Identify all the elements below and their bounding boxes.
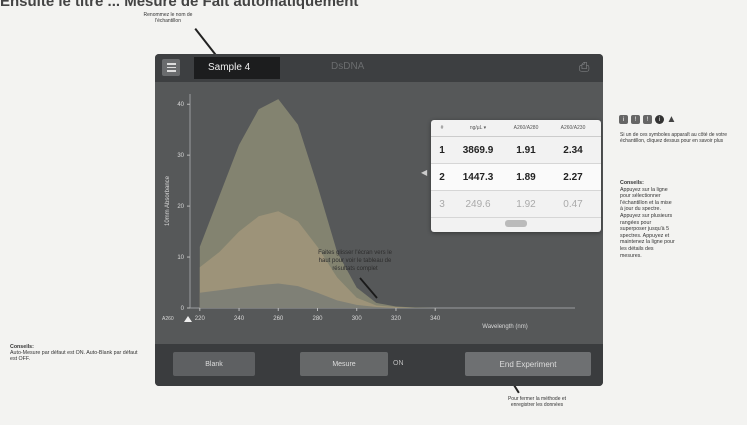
bottom-bar: Blank Mesure ON End Experiment	[155, 344, 603, 386]
overlay-pointer-line	[359, 277, 378, 299]
status-icon-row: i ! ! i ▲	[619, 114, 677, 125]
cell-a260-a230: 2.34	[563, 144, 583, 156]
warning-triangle-icon: ▲	[666, 114, 677, 125]
x-tick-label: 280	[312, 316, 323, 322]
page-headline: Ensuite le titre ... Mesure de Fait auto…	[0, 0, 359, 10]
x-tick-label: 240	[234, 316, 245, 322]
callout-symbols: Si un de ces symboles apparaît au côté d…	[620, 132, 728, 144]
spectrum-series-2	[199, 211, 436, 308]
tips-title: Conseils:	[620, 180, 644, 186]
col-a260-a280: A260/A280	[513, 125, 539, 131]
callout-rename-sample: Renommez le nom de l'échantillon	[143, 12, 193, 24]
leader-line	[194, 28, 219, 58]
end-experiment-button[interactable]: End Experiment	[465, 352, 591, 376]
left-tips-title: Conseils:	[10, 344, 34, 350]
top-bar: Sample 4 DsDNA ⎙	[155, 54, 603, 82]
cell-concentration: 249.6	[465, 198, 491, 210]
cell-concentration: 3869.9	[462, 144, 494, 156]
cell-a260-a230: 0.47	[563, 198, 583, 210]
info-icon: i	[619, 115, 628, 124]
table-drag-handle[interactable]	[505, 220, 527, 227]
info-circle-icon: i	[655, 115, 664, 124]
sample-name-field[interactable]: Sample 4	[194, 57, 280, 79]
y-tick-label: 30	[177, 153, 184, 159]
cell-a260-a230: 2.27	[563, 171, 583, 183]
y-tick-label: 40	[177, 102, 184, 108]
cell-index: 1	[439, 144, 445, 156]
measure-state: ON	[393, 360, 404, 367]
y-axis-label: 10mm Absorbance	[165, 175, 171, 226]
x-tick-label: 340	[430, 316, 441, 322]
table-row[interactable]: 2 1447.3 1.89 2.27	[431, 164, 601, 191]
cell-index: 3	[439, 198, 445, 210]
spectrum-chart: 220 240 260 280 300 320 340 40 30 20 10 0 10mm Absor…	[162, 94, 575, 330]
tips-text: Appuyez sur la ligne pour sélectionner l…	[620, 186, 675, 259]
y-tick-label: 20	[177, 204, 184, 210]
table-row[interactable]: 1 3869.9 1.91 2.34	[431, 137, 601, 164]
y-tick-label: 10	[177, 255, 184, 261]
cell-a260-a280: 1.92	[516, 198, 536, 210]
menu-button[interactable]	[162, 59, 180, 76]
a260-marker-icon	[184, 316, 192, 322]
row-pointer-icon: ◀	[421, 168, 428, 177]
instrument-screen: Sample 4 DsDNA ⎙ 220 240 260 280 300 320 340 40…	[155, 54, 603, 386]
callout-auto-settings: Conseils: Auto-Mesure par défaut est ON.…	[10, 344, 145, 362]
col-index: #	[440, 125, 444, 131]
overlay-hint: Faites glisser l'écran vers le haut pour …	[318, 250, 393, 272]
col-concentration[interactable]: ng/µL ▾	[469, 125, 487, 131]
x-tick-label: 260	[273, 316, 284, 322]
callout-end-experiment: Pour fermer la méthode et enregistrer le…	[507, 396, 567, 408]
print-icon[interactable]: ⎙	[579, 59, 590, 74]
cell-concentration: 1447.3	[462, 171, 494, 183]
results-table[interactable]: ◀ # ng/µL ▾ A260/A280 A260/A230 1 3869.9…	[421, 120, 601, 232]
spectrum-series-3	[199, 283, 436, 308]
callout-tips: Conseils: Appuyez sur la ligne pour séle…	[620, 180, 675, 259]
x-tick-label: 300	[352, 316, 363, 322]
col-a260-a230: A260/A230	[560, 125, 586, 131]
left-tips-text: Auto-Mesure par défaut est ON. Auto-Blan…	[10, 350, 138, 362]
warning-outline-icon: !	[631, 115, 640, 124]
spectrum-plot[interactable]: 220 240 260 280 300 320 340 40 30 20 10 0 10mm Absor…	[155, 82, 603, 344]
table-row[interactable]: 3 249.6 1.92 0.47	[431, 191, 601, 218]
x-tick-label: 220	[195, 316, 206, 322]
x-tick-label: 320	[391, 316, 402, 322]
a260-marker-label: A260	[162, 316, 174, 322]
table-header: # ng/µL ▾ A260/A280 A260/A230	[431, 120, 601, 137]
blank-button[interactable]: Blank	[173, 352, 255, 376]
y-tick-label: 0	[181, 306, 185, 312]
x-axis-label: Wavelength (nm)	[482, 324, 527, 330]
exclamation-icon: !	[643, 115, 652, 124]
cell-a260-a280: 1.91	[516, 144, 536, 156]
cell-index: 2	[439, 171, 445, 183]
cell-a260-a280: 1.89	[516, 171, 536, 183]
method-title: DsDNA	[331, 61, 365, 72]
measure-button[interactable]: Mesure	[300, 352, 388, 376]
